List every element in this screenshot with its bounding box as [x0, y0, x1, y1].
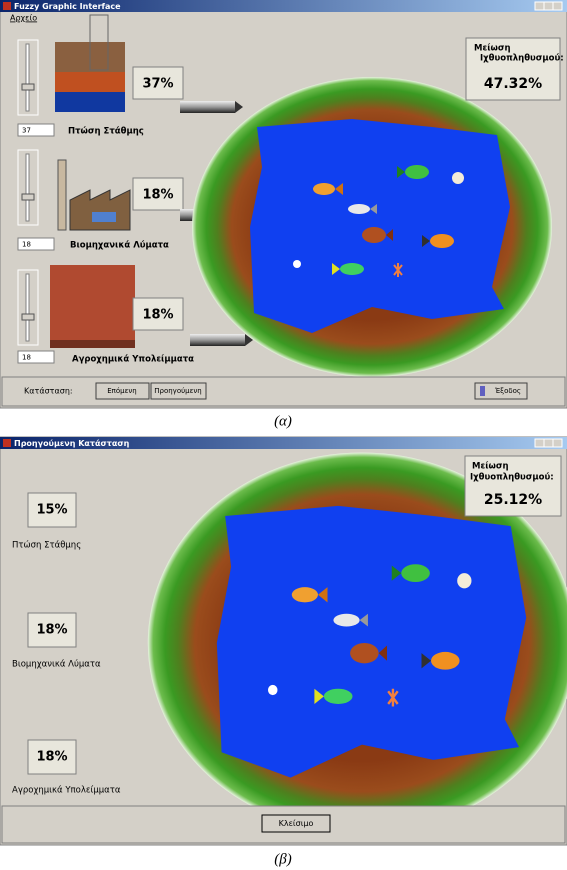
reduction-label: Ιχθυοπληθυσμού: — [480, 54, 564, 64]
gauge-label: Πτώση Στάθμης — [68, 126, 144, 137]
spinner-value[interactable]: 18 — [22, 354, 31, 362]
reduction-label: Μείωση — [472, 461, 509, 472]
previous-button[interactable]: Προηγούμενη — [154, 387, 202, 395]
gauge-label: Αγροχημικά Υπολείμματα — [12, 786, 121, 796]
caption: (β) — [274, 851, 291, 867]
exit-button[interactable]: Έξοδος — [494, 387, 521, 395]
gauge-label: Βιομηχανικά Λύματα — [70, 241, 169, 251]
status-label: Κατάσταση: — [24, 387, 73, 396]
gauge-label: Βιομηχανικά Λύματα — [12, 659, 101, 670]
gauge-percent: 18% — [36, 750, 67, 765]
window-title: Fuzzy Graphic Interface — [14, 2, 121, 11]
reduction-value: 25.12% — [484, 492, 542, 508]
window-title: Προηγούμενη Κατάσταση — [14, 439, 130, 448]
gauge-percent: 18% — [142, 188, 173, 203]
spinner-value[interactable]: 37 — [22, 127, 31, 135]
gauge-percent: 15% — [36, 503, 67, 518]
window-b: Προηγούμενη Κατάσταση 15% Πτώση Στάθμης … — [0, 436, 567, 846]
reduction-value: 47.32% — [484, 76, 542, 92]
next-button[interactable]: Επόμενη — [107, 387, 137, 395]
menu-item[interactable]: Αρχείο — [10, 14, 37, 23]
gauge-percent: 37% — [142, 77, 173, 92]
reduction-label: Μείωση — [474, 43, 511, 54]
spinner-value[interactable]: 18 — [22, 241, 31, 249]
window-a: Fuzzy Graphic Interface Αρχείο 37% 37 Πτ… — [0, 0, 567, 409]
gauge-label: Πτώση Στάθμης — [12, 540, 81, 551]
gauge-label: Αγροχημικά Υπολείμματα — [72, 354, 194, 365]
reduction-label: Ιχθυοπληθυσμού: — [470, 473, 554, 483]
caption: (α) — [274, 413, 292, 429]
close-button[interactable]: Κλείσιμο — [279, 819, 314, 828]
gauge-percent: 18% — [142, 308, 173, 323]
gauge-percent: 18% — [36, 623, 67, 638]
